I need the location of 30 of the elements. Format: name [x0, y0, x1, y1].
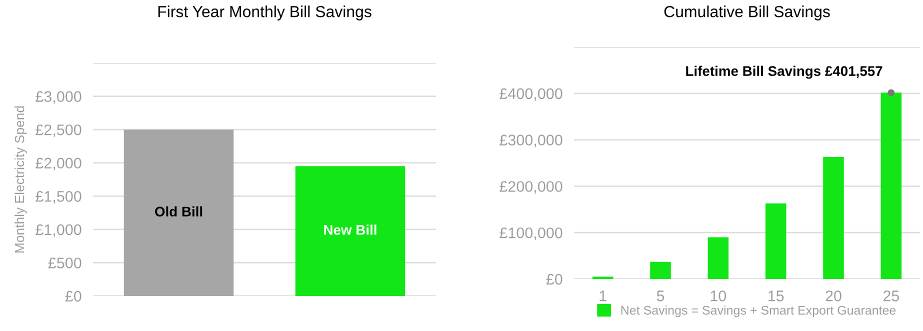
annotation: Lifetime Bill Savings £401,557 — [686, 66, 882, 79]
bar — [650, 262, 671, 279]
series-label: Old Bill — [155, 206, 202, 217]
bar — [708, 237, 729, 279]
legend-label: Net Savings = Savings + Smart Export Guarantee — [621, 306, 896, 318]
x-tick-label: 5 — [656, 290, 664, 302]
y-tick-label: £2,500 — [36, 124, 82, 138]
series-label: New Bill — [324, 224, 376, 235]
bar — [765, 203, 786, 279]
x-tick-label: 25 — [883, 290, 900, 302]
x-tick-label: 1 — [600, 290, 606, 302]
y-tick-label: £0 — [546, 274, 562, 285]
y-tick-label: £0 — [65, 290, 82, 302]
y-tick-label: £1,500 — [36, 191, 82, 204]
x-tick-label: 15 — [768, 290, 784, 302]
x-tick-label: 10 — [710, 290, 726, 302]
y-tick-label: £2,000 — [36, 158, 82, 170]
y-axis-title: Monthly Electricity Spend — [14, 106, 27, 252]
bar — [823, 156, 844, 279]
x-tick-label: 20 — [826, 290, 842, 302]
y-tick-label: £500 — [48, 258, 82, 268]
chart-title: Cumulative Bill Savings — [664, 6, 830, 20]
chart-title: First Year Monthly Bill Savings — [158, 6, 372, 20]
bar — [880, 92, 902, 279]
y-tick-label: £400,000 — [500, 88, 562, 101]
y-tick-label: £1,000 — [36, 224, 82, 237]
y-tick-label: £200,000 — [500, 181, 562, 194]
y-tick-label: £3,000 — [36, 91, 82, 104]
y-tick-label: £300,000 — [500, 134, 562, 148]
y-tick-label: £100,000 — [500, 227, 562, 240]
